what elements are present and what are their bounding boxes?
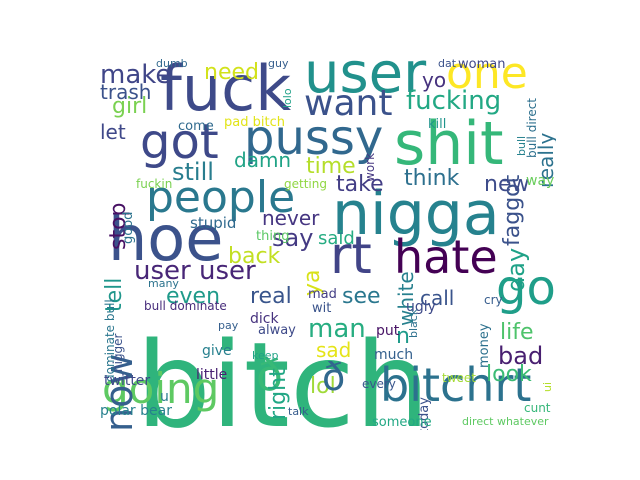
word-u-92: u [160, 389, 169, 405]
word-let-41: let [100, 120, 126, 144]
word-bull-71: bull [515, 135, 528, 156]
word-come-58: come [178, 119, 214, 134]
word-give-87: give [202, 343, 232, 359]
word-good-65: good [121, 211, 136, 244]
word-money-81: money [477, 323, 492, 368]
word-pay-86: pay [218, 319, 239, 332]
word-yo-43: yo [422, 68, 447, 92]
word-call-48: call [420, 286, 455, 310]
word-even-30: even [166, 284, 221, 309]
word-cry-74: cry [484, 293, 503, 307]
word-nigger-85: nigger [111, 333, 125, 373]
word-need-21: need [204, 60, 259, 85]
word-dick-77: dick [250, 311, 279, 327]
word-got-7: got [140, 114, 219, 170]
word-every-95: every [362, 377, 396, 391]
word-glyph-25: ð [322, 355, 346, 399]
word-day-34: day [502, 247, 530, 292]
word-direct-whatever-100: direct whatever [462, 415, 549, 428]
word-dat-62: dat [438, 58, 457, 70]
word-n-53: n [396, 324, 410, 349]
word-back-44: back [228, 244, 281, 269]
word-one-15: one [446, 58, 528, 99]
word-thing-57: thing [256, 229, 290, 244]
word-stupid-56: stupid [190, 214, 237, 232]
word-trash-23: trash [100, 80, 152, 104]
word-alway-78: alway [258, 323, 296, 338]
word-bad-50: bad [498, 342, 544, 370]
word-woman-61: woman [458, 58, 506, 72]
word-bitchrt-11: bitchrt [380, 358, 532, 412]
word-people-8: people [146, 172, 296, 223]
word-still-26: still [172, 158, 214, 186]
word-guy-64: guy [268, 58, 289, 70]
word-many-83: many [148, 277, 179, 290]
word-ui-101: ui [541, 381, 554, 392]
word-cunt-96: cunt [524, 401, 551, 415]
word-never-45: never [262, 206, 320, 230]
word-fucking-18: fucking [406, 86, 502, 116]
word-say-29: say [272, 224, 314, 252]
word-damn-28: damn [234, 148, 292, 172]
word-want-16: want [304, 83, 393, 124]
word-glyph-17: ð [256, 350, 283, 401]
word-dumb-63: dumb [156, 58, 188, 70]
word-shit-5: shit [394, 109, 504, 179]
word-pad-bitch-59: pad bitch [224, 115, 285, 130]
word-lol-24: lol [310, 374, 336, 399]
word-make-20: make [100, 60, 172, 90]
word-cloud: bitch nigga hoe fuck user shit pussy got people r… [96, 58, 556, 430]
word-nigga-1: nigga [332, 179, 500, 249]
word-said-46: said [318, 228, 355, 249]
word-mad-75: mad [308, 287, 337, 302]
word-twitter-90: twitter [104, 373, 151, 389]
word-rt-9: rt [330, 226, 372, 286]
word-bitch-0: bitch [136, 316, 430, 430]
word-going-13: going [102, 364, 220, 413]
word-polar-bear-97: polar bear [100, 403, 172, 419]
word-bull-dominate-82: bull dominate [144, 299, 227, 313]
word-pussy-6: pussy [244, 110, 384, 166]
word-hate-10: hate [394, 230, 498, 284]
word-user-user-19: user user [134, 256, 256, 286]
word-getting-67: getting [284, 177, 327, 191]
word-talk-98: talk [288, 405, 309, 418]
word-go-12: go [496, 260, 556, 316]
word-put-79: put [376, 323, 400, 339]
word-little-91: little [196, 367, 228, 383]
word-much-80: much [374, 347, 414, 363]
word-new-36: new [484, 172, 530, 197]
word-time-27: time [306, 154, 356, 179]
word-lolo-72: lolo [281, 88, 294, 108]
word-girl-22: girl [112, 94, 148, 119]
word-wit-76: wit [312, 301, 332, 316]
word-user-4: user [304, 58, 427, 106]
word-think-37: think [404, 166, 460, 191]
word-life-49: life [500, 320, 534, 345]
word-real-31: real [250, 284, 292, 309]
word-tweet-94: tweet [442, 371, 476, 385]
word-someone-99: someone [372, 415, 432, 430]
word-fuck-3: fuck [160, 58, 292, 125]
word-kill-60: kill [428, 117, 447, 132]
word-keep-88: keep [252, 349, 279, 362]
word-fuckin-66: fuckin [136, 177, 173, 191]
word-take-38: take [336, 172, 384, 197]
word-right-54: right [266, 368, 291, 420]
word-way-69: way [526, 173, 555, 189]
word-black-89: black [407, 308, 420, 338]
word-sad-52: sad [316, 338, 352, 362]
word-man-33: man [308, 314, 366, 344]
word-work-68: work [363, 152, 377, 182]
word-ugly-73: ugly [406, 299, 436, 315]
word-look-51: look [486, 362, 532, 387]
word-hoe-2: hoe [108, 202, 224, 275]
word-see-32: see [342, 284, 381, 309]
